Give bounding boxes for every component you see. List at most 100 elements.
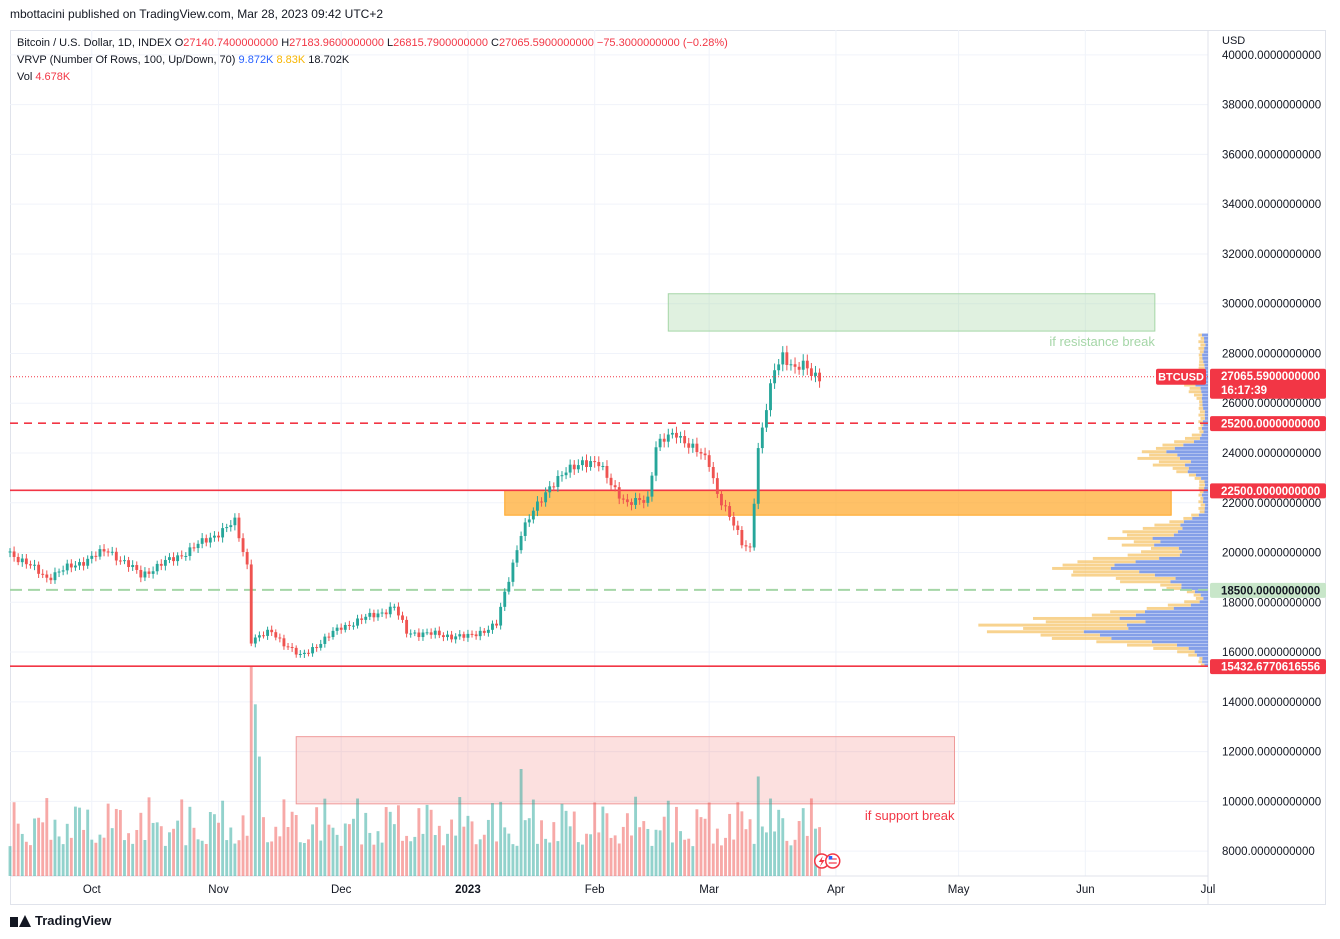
volume-bar (744, 829, 748, 876)
volume-profile-up-bar (1175, 576, 1208, 580)
volume-bar (568, 826, 572, 876)
candle-body (769, 383, 772, 411)
candle-body (343, 624, 347, 630)
candle-body (773, 370, 777, 384)
candle-body (515, 550, 519, 563)
volume-bar (523, 820, 527, 876)
close-label: C (491, 37, 499, 49)
volume-bar (658, 830, 662, 876)
volume-profile-down-bar (1188, 653, 1197, 657)
volume-bar (593, 802, 597, 876)
volume-bar (474, 844, 478, 876)
volume-bar (454, 835, 458, 876)
candle-body (98, 549, 102, 557)
volume-bar (756, 776, 760, 876)
volume-profile-down-bar (1176, 470, 1188, 474)
volume-bar (650, 845, 654, 876)
volume-profile-down-bar (1198, 363, 1205, 367)
candle-body (123, 560, 126, 562)
candle-body (298, 653, 302, 655)
volume-bar (294, 815, 298, 876)
volume-bar (711, 843, 715, 876)
candle-body (814, 372, 817, 376)
volume-bar (213, 814, 216, 876)
candle-body (409, 633, 413, 635)
high-label: H (281, 37, 290, 49)
volume-profile-up-bar (1195, 383, 1208, 387)
volume-bar (552, 822, 556, 876)
candle-body (90, 555, 94, 559)
volume-profile-up-bar (1179, 456, 1208, 460)
low-value: 26815.7900000000 (393, 37, 488, 49)
volume-bar (127, 833, 131, 876)
candle-body (323, 636, 327, 644)
candle-body (523, 522, 527, 536)
candle-body (413, 632, 417, 634)
zone-support-break (295, 736, 955, 805)
volume-bar (621, 826, 625, 876)
volume-bar (192, 827, 196, 876)
vol-label[interactable]: Vol (17, 71, 33, 83)
volume-bar (290, 811, 294, 876)
volume-profile-up-bar (1202, 403, 1208, 407)
volume-bar (654, 829, 658, 876)
volume-bar (196, 839, 200, 876)
volume-bar (311, 824, 314, 876)
tradingview-brand[interactable]: TradingView (10, 913, 111, 928)
volume-profile-down-bar (1198, 506, 1205, 510)
tradingview-logo-icon (10, 914, 31, 927)
volume-bar (24, 841, 28, 876)
candle-body (450, 634, 454, 640)
candle-body (114, 551, 118, 561)
volume-bar (188, 806, 192, 876)
candle-body (572, 464, 576, 470)
candle-body (352, 625, 355, 627)
volume-profile-up-bar (1201, 396, 1208, 400)
y-tick-label: 24000.0000000000 (1222, 448, 1321, 460)
volume-profile-up-bar (1187, 470, 1208, 474)
symbol-title[interactable]: Bitcoin / U.S. Dollar, 1D, INDEX (17, 37, 172, 49)
volume-profile-up-bar (1201, 433, 1208, 437)
candle-body (613, 485, 617, 488)
volume-profile-up-bar (1203, 430, 1208, 434)
candle-body (499, 606, 503, 626)
volume-profile-up-bar (1159, 556, 1208, 560)
volume-bar (155, 822, 159, 876)
price-chart[interactable]: if resistance break if support break USD 80… (0, 0, 1340, 905)
volume-profile-up-bar (1202, 353, 1208, 357)
candle-body (601, 465, 605, 467)
candle-body (139, 569, 143, 578)
volume-bar (446, 833, 449, 876)
volume-profile-up-bar (1183, 443, 1208, 447)
volume-bar (544, 838, 548, 876)
vrvp-label[interactable]: VRVP (Number Of Rows, 100, Up/Down, 70) (17, 54, 236, 66)
volume-bar (298, 842, 302, 876)
volume-profile-down-bar (1158, 460, 1191, 464)
candle-body (760, 427, 764, 449)
candle-body (245, 551, 249, 565)
volume-bar (805, 835, 809, 876)
volume-profile-down-bar (1153, 646, 1189, 650)
x-tick-label: May (948, 884, 970, 896)
candle-body (793, 364, 797, 367)
volume-bar (135, 829, 139, 876)
candle-body (118, 560, 122, 562)
volume-bar (793, 839, 797, 876)
candle-body (785, 352, 789, 365)
vrvp-up-value: 9.872K (238, 54, 274, 66)
open-value: 27140.7400000000 (183, 37, 279, 49)
volume-profile-down-bar (1200, 343, 1206, 347)
candle-body (715, 478, 719, 494)
volume-bar (33, 818, 36, 876)
volume-profile-up-bar (1204, 416, 1208, 420)
volume-profile-down-bar (1167, 603, 1191, 607)
volume-bar (634, 796, 638, 876)
volume-profile-down-bar (1199, 656, 1203, 660)
candle-body (41, 573, 45, 575)
x-tick-label: Dec (331, 884, 352, 896)
volume-profile-down-bar (1150, 546, 1179, 550)
volume-profile-up-bar (1178, 546, 1208, 550)
volume-profile-down-bar (1096, 640, 1152, 644)
candle-body (752, 503, 756, 548)
volume-bar (425, 804, 429, 876)
